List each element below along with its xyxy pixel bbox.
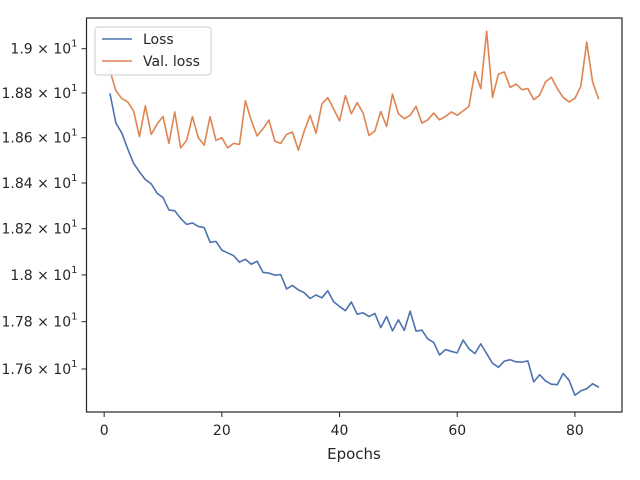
legend: Loss Val. loss (94, 26, 212, 76)
plot-frame (85, 17, 623, 413)
y-axis-ticks: 1.76 × 101 1.78 × 101 1.8 × 101 1.82 × 101 1… (2, 39, 87, 378)
y-tick-label: 1.76 × 101 (2, 359, 78, 378)
x-tick-label: 20 (213, 423, 231, 439)
x-tick-label: 60 (448, 423, 466, 439)
series-line-loss (109, 93, 600, 397)
y-tick-label: 1.9 × 101 (10, 39, 77, 58)
x-tick-label: 40 (331, 423, 349, 439)
y-tick-label: 1.8 × 101 (10, 265, 77, 284)
legend-label-val-loss: Val. loss (143, 54, 200, 70)
x-axis-ticks: 0 20 40 60 80 (100, 412, 584, 439)
y-tick-label: 1.84 × 101 (2, 173, 78, 192)
y-tick-label: 1.88 × 101 (2, 83, 78, 102)
x-tick-label: 80 (566, 423, 584, 439)
x-axis-label: Epochs (327, 445, 381, 463)
y-tick-label: 1.82 × 101 (2, 219, 78, 238)
series-layer (109, 30, 600, 397)
y-tick-label: 1.78 × 101 (2, 312, 78, 331)
y-tick-label: 1.86 × 101 (2, 128, 78, 147)
series-line-val-loss (109, 30, 600, 151)
x-tick-label: 0 (100, 423, 109, 439)
legend-label-loss: Loss (143, 32, 174, 48)
